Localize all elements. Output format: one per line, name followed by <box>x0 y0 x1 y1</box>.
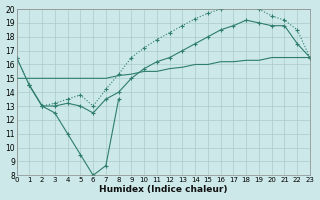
X-axis label: Humidex (Indice chaleur): Humidex (Indice chaleur) <box>99 185 228 194</box>
